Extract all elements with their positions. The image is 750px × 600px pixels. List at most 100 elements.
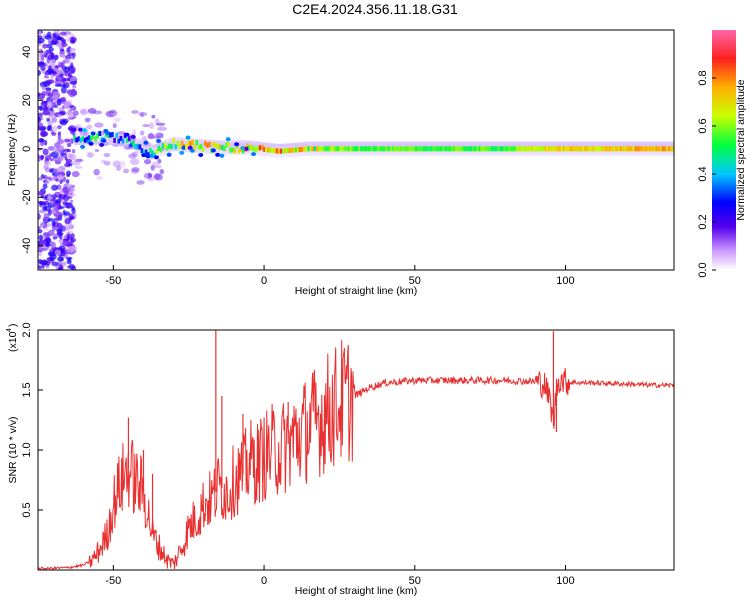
noise-speckle bbox=[65, 160, 70, 165]
snr-plot-area bbox=[38, 330, 674, 570]
noise-speckle bbox=[46, 31, 52, 38]
ridge-blob bbox=[179, 150, 185, 155]
noise-speckle bbox=[67, 142, 72, 148]
ridge-cell bbox=[227, 141, 230, 147]
noise-speckle bbox=[68, 263, 76, 270]
noise-speckle bbox=[57, 167, 62, 173]
ridge-cell bbox=[488, 146, 492, 152]
ridge-cell bbox=[206, 142, 209, 148]
noise-speckle bbox=[64, 54, 72, 60]
ridge-cell bbox=[159, 147, 163, 153]
ridge-cell bbox=[317, 146, 321, 152]
noise-speckle bbox=[48, 65, 52, 71]
x-tick-label: 50 bbox=[409, 575, 421, 587]
ridge-cell bbox=[474, 146, 477, 152]
scatter-speckle bbox=[118, 160, 126, 168]
noise-speckle bbox=[51, 209, 56, 214]
scatter-speckle bbox=[154, 173, 163, 181]
noise-speckle bbox=[51, 184, 59, 191]
colorbar-label: Normalized spectral amplitude bbox=[735, 79, 747, 220]
scatter-speckle bbox=[157, 158, 162, 164]
ridge-cell bbox=[644, 146, 648, 152]
ridge-cell bbox=[493, 146, 496, 152]
ridge-cell bbox=[358, 146, 361, 152]
ridge-cell bbox=[113, 137, 116, 143]
ridge-cell bbox=[140, 148, 144, 154]
ridge-cell bbox=[659, 146, 663, 152]
ridge-cell bbox=[275, 148, 279, 154]
ridge-cell bbox=[457, 146, 460, 152]
noise-speckle bbox=[53, 217, 57, 222]
noise-speckle bbox=[55, 212, 59, 219]
noise-speckle bbox=[62, 152, 68, 158]
ridge-cell bbox=[636, 146, 640, 152]
svg-text:4: 4 bbox=[6, 328, 13, 332]
noise-speckle bbox=[54, 249, 62, 256]
ridge-blob bbox=[143, 140, 149, 145]
ridge-blob bbox=[225, 137, 231, 142]
noise-speckle bbox=[51, 117, 58, 123]
ridge-cell bbox=[326, 146, 329, 152]
noise-speckle bbox=[46, 223, 52, 228]
ridge-cell bbox=[109, 132, 112, 138]
noise-speckle bbox=[38, 229, 43, 234]
ridge-cell bbox=[246, 143, 249, 149]
ridge-cell bbox=[395, 146, 399, 152]
noise-speckle bbox=[38, 226, 41, 230]
ridge-cell bbox=[423, 146, 427, 152]
ridge-cell bbox=[604, 146, 608, 152]
ridge-cell bbox=[98, 130, 102, 136]
ridge-cell bbox=[417, 146, 420, 152]
noise-speckle bbox=[41, 247, 48, 251]
colorbar-tick-label: 0.8 bbox=[697, 70, 709, 85]
ridge-cell bbox=[640, 146, 644, 152]
ridge-cell bbox=[250, 144, 254, 150]
noise-speckle bbox=[69, 40, 76, 44]
ridge-cell bbox=[400, 146, 403, 152]
noise-speckle bbox=[40, 155, 44, 161]
noise-speckle bbox=[42, 80, 51, 87]
ridge-cell bbox=[545, 146, 549, 152]
noise-speckle bbox=[46, 43, 53, 49]
ridge-cell bbox=[288, 147, 291, 153]
ridge-cell bbox=[229, 147, 232, 153]
noise-speckle bbox=[38, 37, 45, 44]
scatter-speckle bbox=[131, 167, 140, 173]
ridge-cell bbox=[176, 141, 180, 147]
colorbar-gradient bbox=[712, 30, 736, 270]
ridge-cell bbox=[216, 144, 220, 150]
noise-speckle bbox=[44, 260, 51, 266]
ridge-cell bbox=[433, 146, 437, 152]
ridge-cell bbox=[284, 148, 287, 154]
ridge-blob bbox=[88, 141, 94, 146]
noise-speckle bbox=[53, 203, 60, 211]
noise-speckle bbox=[38, 177, 43, 181]
ridge-blob bbox=[101, 138, 107, 143]
ridge-cell bbox=[533, 146, 536, 152]
ridge-cell bbox=[324, 146, 327, 152]
scatter-speckle bbox=[75, 124, 82, 128]
ridge-cell bbox=[218, 144, 222, 150]
ridge-cell bbox=[222, 146, 226, 152]
noise-speckle bbox=[38, 213, 41, 220]
ridge-cell bbox=[184, 144, 188, 150]
ridge-cell bbox=[170, 144, 173, 150]
ridge-cell bbox=[535, 146, 538, 152]
ridge-cell bbox=[231, 147, 235, 153]
ridge-cell bbox=[653, 146, 657, 152]
ridge-cell bbox=[96, 133, 99, 139]
noise-speckle bbox=[56, 174, 64, 181]
ridge-cell bbox=[575, 146, 578, 152]
ridge-cell bbox=[402, 146, 405, 152]
y-tick-label: 0.5 bbox=[21, 502, 33, 517]
noise-speckle bbox=[67, 258, 72, 262]
noise-speckle bbox=[71, 148, 76, 154]
ridge-cell bbox=[389, 146, 393, 152]
scatter-speckle bbox=[147, 176, 155, 182]
ridge-cell bbox=[355, 146, 359, 152]
snr-y-ticks: 0.5 1.0 1.5 2.0 bbox=[21, 322, 43, 518]
ridge-cell bbox=[214, 142, 218, 148]
noise-speckle bbox=[57, 267, 63, 270]
noise-speckle bbox=[70, 233, 75, 239]
ridge-cell bbox=[516, 146, 519, 152]
